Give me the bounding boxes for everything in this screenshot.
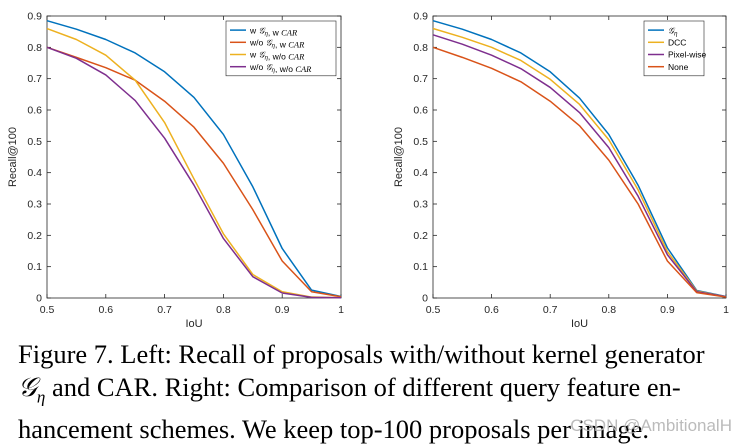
y-tick-label: 0.6 xyxy=(27,105,42,117)
caption-line-2: 𝒢η and CAR. Right: Comparison of differe… xyxy=(18,371,730,413)
legend-entry-3: Pixel-wise xyxy=(668,50,707,60)
y-tick-label: 0.2 xyxy=(413,230,428,242)
legend-entry-1: w 𝒢η, w CAR xyxy=(249,25,298,37)
y-tick-label: 0.7 xyxy=(27,73,42,85)
legend-entry-4: None xyxy=(668,62,689,72)
caption-line-2-text: and CAR. Right: Comparison of different … xyxy=(45,372,681,402)
y-tick-label: 0.3 xyxy=(27,199,42,211)
x-tick-label: 0.5 xyxy=(426,304,441,316)
y-tick-label: 0.6 xyxy=(413,105,428,117)
x-tick-label: 0.5 xyxy=(40,304,55,316)
x-tick-label: 0.8 xyxy=(216,304,231,316)
figure-caption: Figure 7. Left: Recall of proposals with… xyxy=(18,338,730,446)
y-tick-label: 0.9 xyxy=(27,11,42,23)
y-tick-label: 0.7 xyxy=(413,73,428,85)
caption-symbol: 𝒢 xyxy=(18,372,37,402)
x-tick-label: 0.8 xyxy=(601,304,616,316)
y-tick-label: 0.9 xyxy=(413,11,428,23)
y-tick-label: 0.5 xyxy=(413,136,428,148)
y-tick-label: 0.8 xyxy=(413,42,428,54)
legend-entry-1: 𝒢η xyxy=(668,26,678,37)
caption-subscript: η xyxy=(36,387,46,407)
x-tick-label: 0.9 xyxy=(275,304,290,316)
x-tick-label: 1 xyxy=(723,304,729,316)
caption-line-1: Figure 7. Left: Recall of proposals with… xyxy=(18,339,705,369)
series-line-4 xyxy=(432,46,727,298)
series-line-2 xyxy=(432,27,727,298)
y-tick-label: 0.8 xyxy=(27,42,42,54)
caption-line-3: hancement schemes. We keep top-100 propo… xyxy=(18,414,649,445)
series-line-3 xyxy=(46,27,342,299)
y-tick-label: 0.1 xyxy=(27,261,42,273)
series-line-2 xyxy=(46,46,342,298)
x-tick-label: 0.6 xyxy=(484,304,499,316)
legend-entry-2: DCC xyxy=(668,38,686,48)
y-tick-label: 0.4 xyxy=(413,167,428,179)
series-line-1 xyxy=(432,19,727,298)
watermark: CSDN @AmbitionalH xyxy=(570,416,732,435)
left-line-chart: 0.5 0.6 0.7 0.8 0.9 1 0 0.1 0.2 0.3 0.4 0.5 0.6 0.7 0.… xyxy=(7,11,344,331)
x-tick-label: 0.7 xyxy=(157,304,172,316)
series-line-1 xyxy=(46,19,342,298)
x-tick-label: 0.9 xyxy=(660,304,675,316)
y-tick-label: 0.1 xyxy=(413,261,428,273)
y-tick-label: 0.2 xyxy=(27,230,42,242)
x-tick-label: 1 xyxy=(338,304,344,316)
legend-entry-2: w/o 𝒢η, w CAR xyxy=(249,38,305,50)
y-axis-label: Recall@100 xyxy=(7,127,19,187)
y-tick-label: 0 xyxy=(422,293,428,305)
x-tick-label: 0.6 xyxy=(98,304,113,316)
x-tick-label: 0.7 xyxy=(543,304,558,316)
right-line-chart: 0.5 0.6 0.7 0.8 0.9 1 0 0.1 0.2 0.3 0.4 0.5 0.6 0.7 0.… xyxy=(393,11,729,331)
series-line-3 xyxy=(432,34,727,298)
figure-charts: 0.5 0.6 0.7 0.8 0.9 1 0 0.1 0.2 0.3 0.4 0.5 0.6 0.7 0.… xyxy=(7,11,729,331)
y-tick-label: 0 xyxy=(36,293,42,305)
legend-entry-4: w/o 𝒢η, w/o CAR xyxy=(249,62,312,74)
y-tick-label: 0.5 xyxy=(27,136,42,148)
legend-entry-3: w 𝒢η, w/o CAR xyxy=(249,50,305,62)
series-line-4 xyxy=(46,46,342,299)
y-axis-label: Recall@100 xyxy=(393,127,405,187)
y-tick-label: 0.4 xyxy=(27,167,42,179)
y-tick-label: 0.3 xyxy=(413,199,428,211)
x-axis-label: IoU xyxy=(571,318,588,330)
x-axis-label: IoU xyxy=(185,318,202,330)
